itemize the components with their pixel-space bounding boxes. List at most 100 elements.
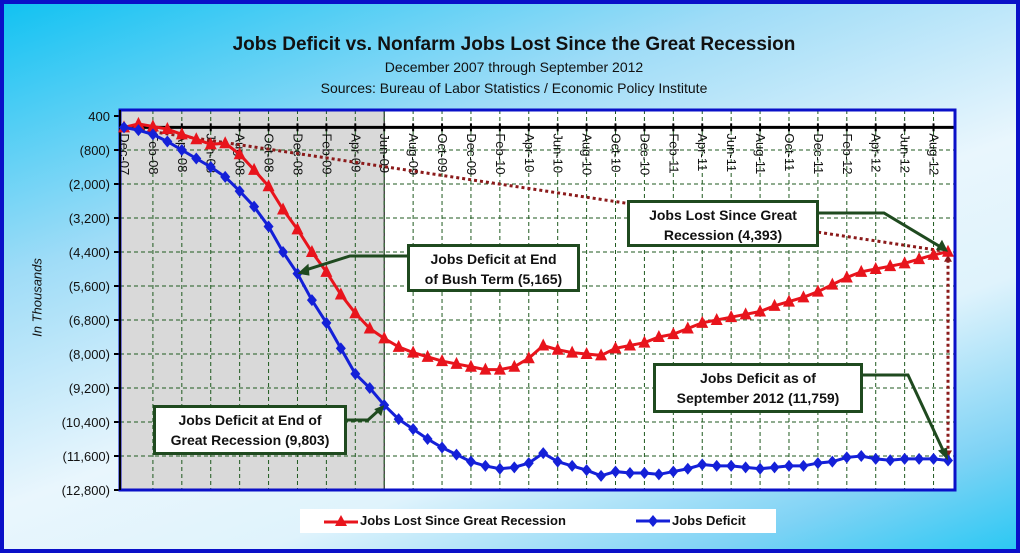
data-point-jobs-deficit: [263, 220, 274, 233]
reference-dotted-line: [123, 125, 949, 254]
x-tick-label: Feb-09: [319, 133, 334, 174]
data-point-jobs-deficit: [523, 457, 534, 470]
y-tick-label: (3,200): [69, 211, 110, 226]
data-point-jobs-lost: [942, 244, 954, 257]
data-point-jobs-deficit: [928, 452, 939, 465]
data-point-jobs-deficit: [769, 461, 780, 474]
x-tick-label: Oct-11: [782, 133, 797, 171]
data-point-jobs-lost: [696, 315, 709, 328]
y-tick-label: (8,000): [69, 347, 110, 362]
arrow-bush-term-head: [297, 263, 310, 276]
data-point-jobs-deficit: [697, 458, 708, 471]
data-point-jobs-lost: [161, 122, 174, 135]
data-point-jobs-deficit: [249, 200, 260, 213]
data-point-jobs-lost: [378, 331, 391, 344]
data-point-jobs-deficit: [827, 455, 838, 468]
data-point-jobs-deficit: [653, 468, 664, 481]
data-point-jobs-deficit: [220, 170, 231, 183]
annotation-great-recession: Jobs Deficit at End of Great Recession (…: [153, 405, 347, 455]
arrow-jobs-lost: [819, 211, 943, 250]
data-point-jobs-lost: [566, 345, 579, 358]
x-tick-label: Dec-11: [811, 133, 826, 174]
data-point-jobs-lost: [291, 222, 304, 235]
y-tick-label: (2,000): [69, 177, 110, 192]
legend: Jobs Lost Since Great Recession Jobs Def…: [300, 509, 776, 533]
annotation-recession-line1: Jobs Deficit at End of: [178, 412, 322, 428]
x-tick-label: Feb-12: [840, 133, 855, 174]
data-point-jobs-lost: [725, 310, 738, 323]
data-point-jobs-deficit: [914, 452, 925, 465]
data-point-jobs-lost: [609, 341, 622, 354]
data-point-jobs-deficit: [321, 316, 332, 329]
data-point-jobs-lost: [797, 290, 810, 303]
legend-label-jobs-lost: Jobs Lost Since Great Recession: [360, 513, 566, 528]
data-point-jobs-lost: [782, 294, 795, 307]
triangle-marker-icon: [324, 514, 358, 526]
data-point-jobs-lost: [248, 162, 261, 175]
data-point-jobs-deficit: [682, 462, 693, 475]
data-point-jobs-deficit: [350, 367, 361, 380]
x-tick-label: Oct-08: [262, 133, 277, 172]
x-tick-label: Apr-09: [348, 133, 363, 172]
x-tick-label: Dec-10: [637, 133, 652, 175]
data-point-jobs-lost: [537, 338, 550, 351]
data-point-jobs-lost: [913, 252, 926, 265]
data-point-jobs-deficit: [870, 452, 881, 465]
data-point-jobs-deficit: [176, 144, 187, 156]
data-point-jobs-deficit: [726, 459, 737, 472]
annotation-jobs-lost: Jobs Lost Since Great Recession (4,393): [627, 200, 819, 247]
data-point-jobs-deficit: [437, 441, 448, 454]
data-point-jobs-deficit: [494, 462, 505, 475]
data-point-jobs-deficit: [393, 413, 404, 426]
data-point-jobs-lost: [349, 306, 362, 319]
data-point-jobs-lost: [392, 339, 405, 352]
x-tick-label: Feb-10: [493, 133, 508, 174]
legend-item-jobs-deficit: Jobs Deficit: [636, 513, 746, 528]
data-point-jobs-deficit: [856, 450, 867, 462]
y-tick-label: (800): [80, 143, 110, 158]
data-point-jobs-deficit: [567, 459, 578, 472]
data-point-jobs-lost: [580, 347, 593, 359]
legend-label-jobs-deficit: Jobs Deficit: [672, 513, 746, 528]
chart-sources: Sources: Bureau of Labor Statistics / Ec…: [320, 80, 708, 96]
x-tick-label: Oct-09: [435, 133, 450, 172]
data-point-jobs-deficit: [668, 465, 679, 478]
data-point-jobs-deficit: [552, 455, 563, 468]
data-point-jobs-lost: [219, 136, 232, 149]
data-point-jobs-deficit: [899, 452, 910, 465]
data-point-jobs-deficit: [783, 459, 794, 472]
y-tick-label: (12,800): [62, 483, 110, 498]
data-point-jobs-deficit: [841, 451, 852, 464]
data-point-jobs-lost: [450, 356, 463, 369]
y-tick-label: (6,800): [69, 313, 110, 328]
data-point-jobs-lost: [522, 351, 535, 364]
data-point-jobs-lost: [595, 348, 608, 361]
y-tick-label: 400: [88, 109, 110, 124]
x-tick-label: Oct-10: [609, 133, 624, 172]
x-tick-label: Apr-11: [695, 133, 710, 171]
x-tick-label: Jun-09: [377, 133, 392, 173]
data-point-jobs-deficit: [624, 467, 635, 479]
annotation-bush-line1: Jobs Deficit at End: [430, 251, 557, 267]
data-point-jobs-lost: [884, 259, 897, 272]
data-point-jobs-lost: [927, 247, 940, 260]
annotation-recession-line2: Great Recession (9,803): [170, 432, 330, 448]
y-tick-label: (11,600): [63, 449, 110, 464]
data-point-jobs-lost: [464, 359, 477, 372]
data-point-jobs-lost: [305, 245, 318, 257]
data-point-jobs-lost: [132, 116, 145, 129]
data-point-jobs-deficit: [205, 161, 216, 173]
data-point-jobs-deficit: [147, 128, 158, 141]
data-point-jobs-lost: [681, 321, 694, 334]
x-tick-label: Aug-10: [580, 133, 595, 175]
data-point-jobs-deficit: [422, 433, 433, 445]
data-point-jobs-deficit: [798, 459, 809, 472]
x-tick-label: Jun-12: [898, 133, 913, 173]
series-line-jobs-deficit: [123, 125, 949, 478]
annotation-bush-term: Jobs Deficit at End of Bush Term (5,165): [407, 244, 580, 292]
x-tick-label: Apr-12: [869, 133, 884, 172]
data-point-jobs-lost: [811, 284, 824, 297]
data-point-jobs-deficit: [596, 469, 607, 482]
data-point-jobs-lost: [869, 262, 882, 274]
data-point-jobs-deficit: [335, 342, 346, 355]
